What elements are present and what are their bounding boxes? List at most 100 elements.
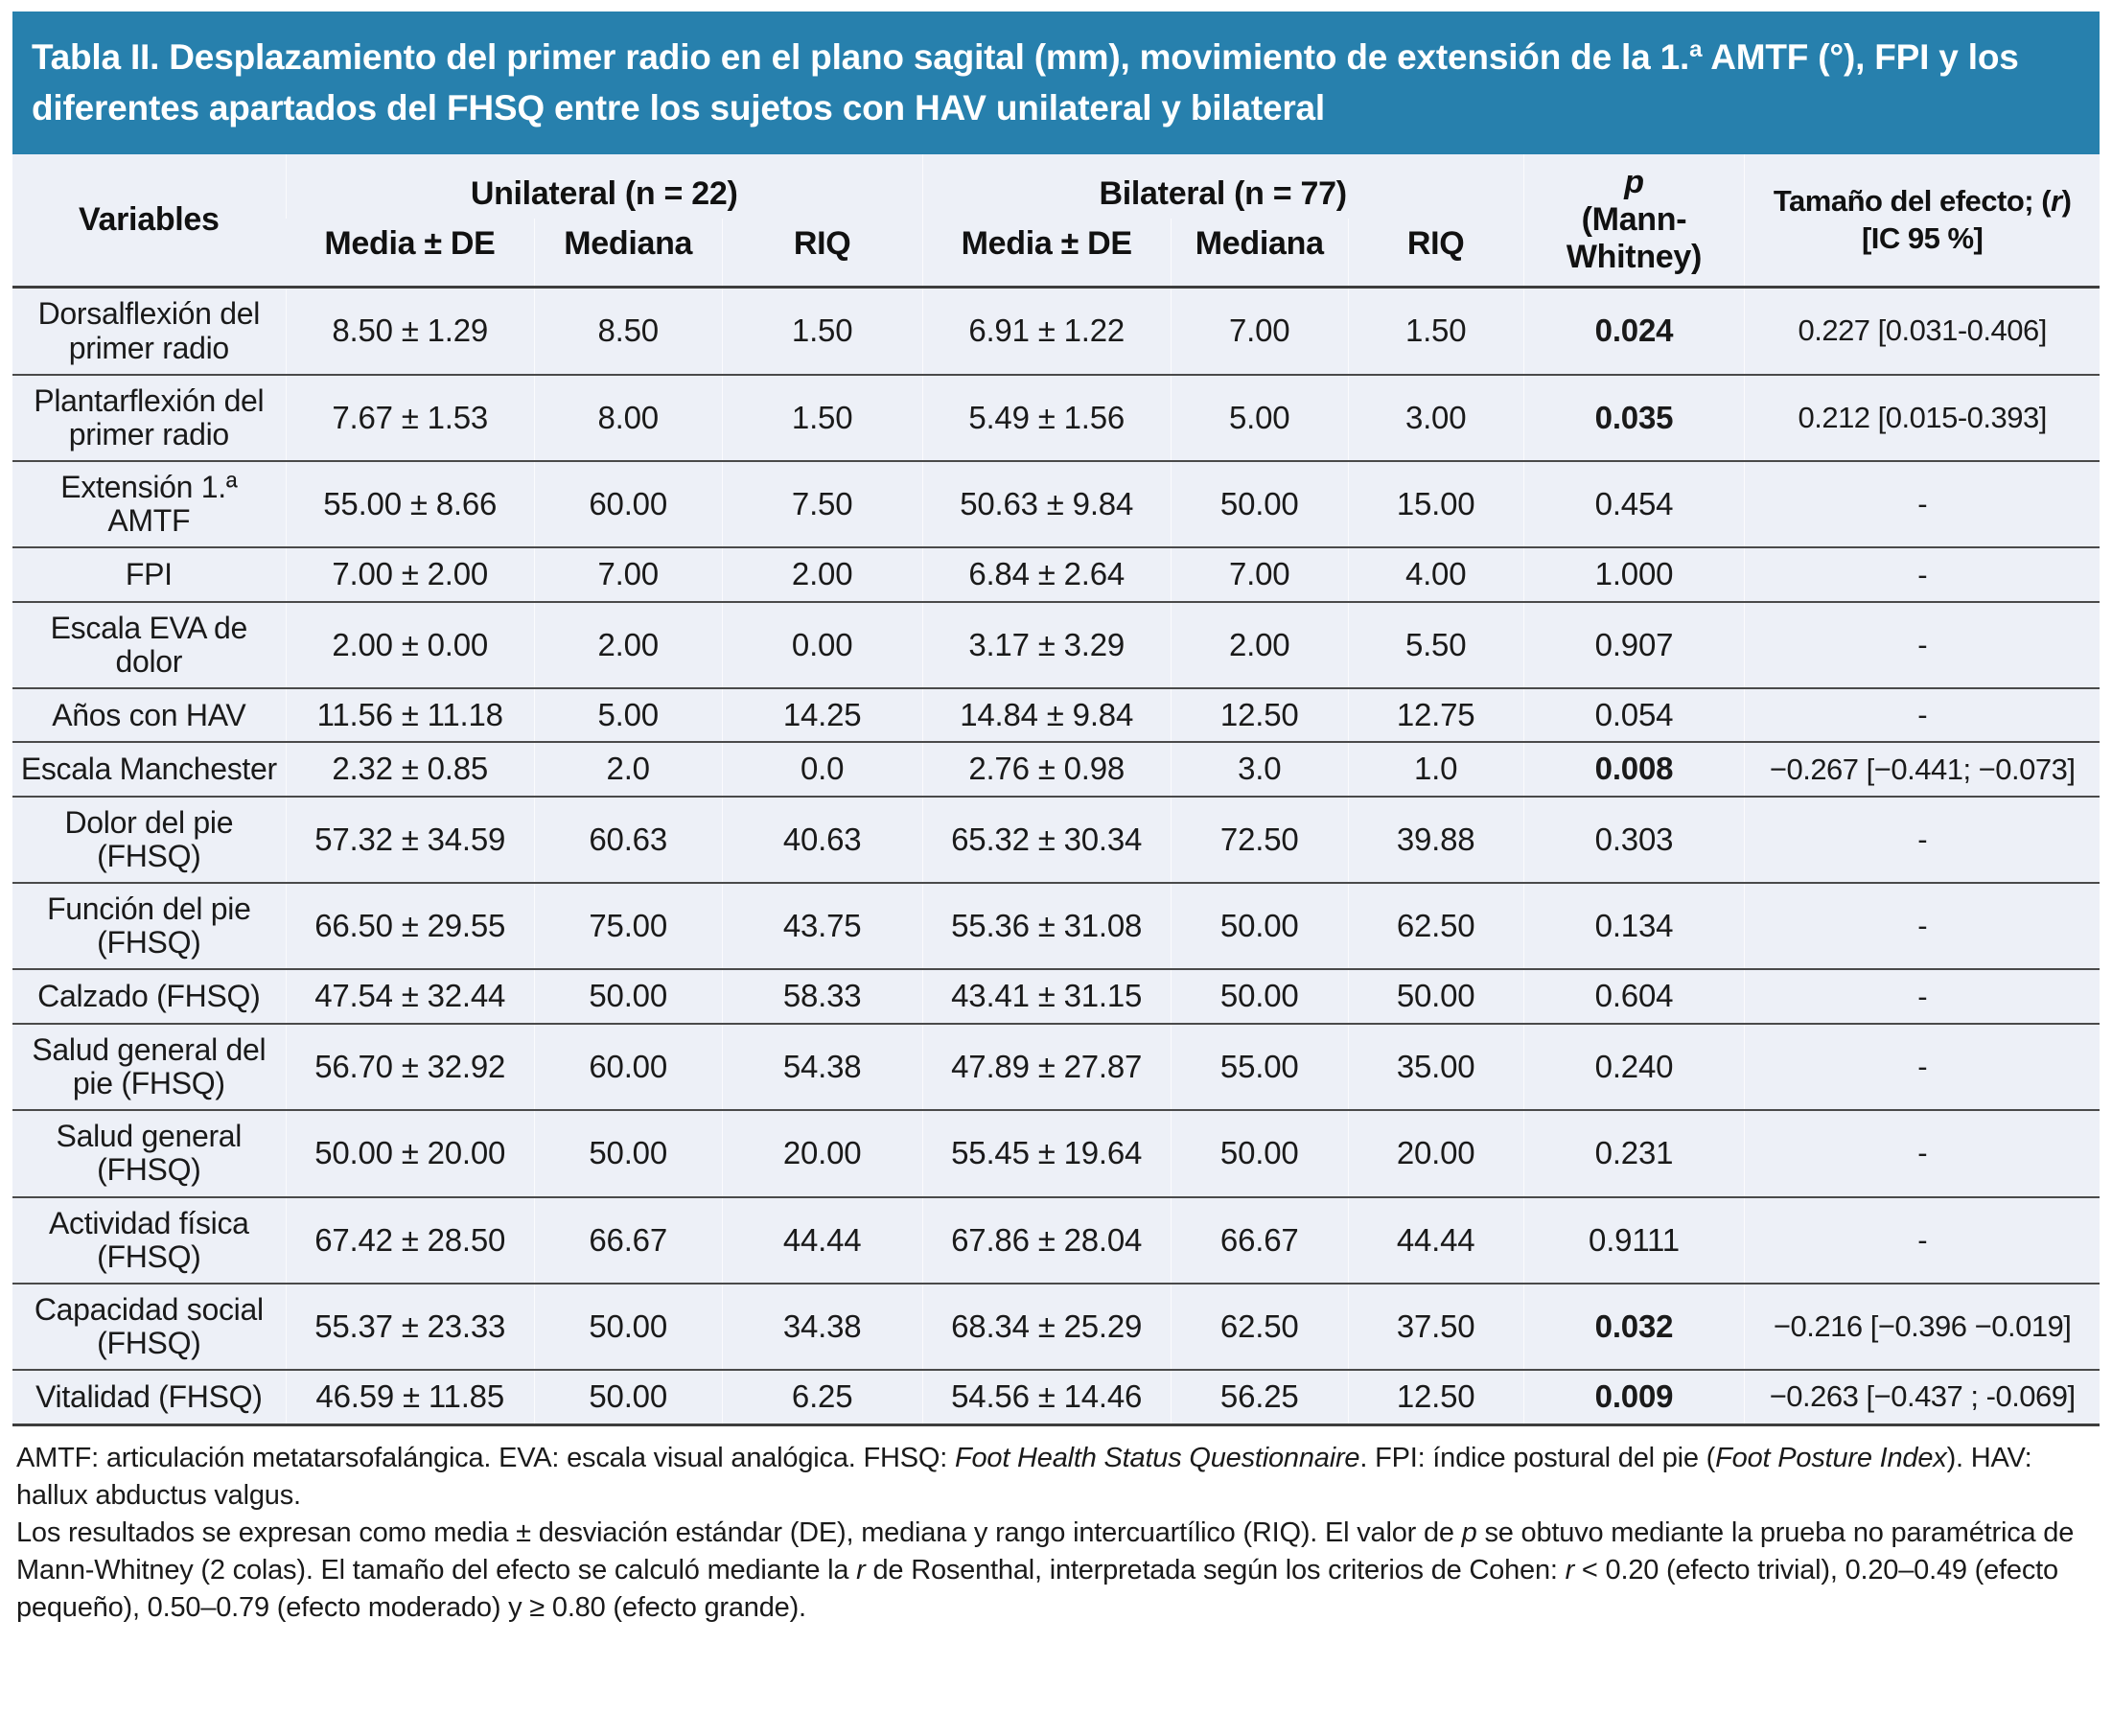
table-title: Tabla II. Desplazamiento del primer radi… <box>32 37 2019 127</box>
cell-bil-mediana: 2.00 <box>1170 600 1349 689</box>
cell-bil-mediana: 3.0 <box>1170 741 1349 797</box>
cell-bil-mediana: 50.00 <box>1170 968 1349 1024</box>
cell-bil-riq: 37.50 <box>1347 1282 1524 1371</box>
cell-effect-size: - <box>1744 600 2100 689</box>
row-label: Escala Manchester <box>12 741 287 797</box>
cell-uni-riq: 1.50 <box>721 373 923 462</box>
row-label: Capacidad social (FHSQ) <box>12 1282 287 1371</box>
cell-bil-riq: 1.0 <box>1347 741 1524 797</box>
cell-effect-size: - <box>1744 968 2100 1024</box>
cell-uni-riq: 0.0 <box>721 741 923 797</box>
cell-bil-media-de: 6.84 ± 2.64 <box>921 546 1172 602</box>
cell-uni-media-de: 2.32 ± 0.85 <box>285 741 535 797</box>
cell-effect-size: - <box>1744 1195 2100 1284</box>
p-test-name: (Mann-Whitney) <box>1566 201 1703 276</box>
cell-bil-media-de: 2.76 ± 0.98 <box>921 741 1172 797</box>
cell-uni-riq: 7.50 <box>721 460 923 548</box>
cell-uni-media-de: 55.00 ± 8.66 <box>285 460 535 548</box>
cell-p-value: 0.303 <box>1522 795 1745 884</box>
cell-bil-mediana: 50.00 <box>1170 1109 1349 1197</box>
cell-p-value: 0.032 <box>1522 1282 1745 1371</box>
table-footnotes: AMTF: articulación metatarsofalángica. E… <box>12 1426 2100 1628</box>
cell-uni-media-de: 7.00 ± 2.00 <box>285 546 535 602</box>
cell-bil-media-de: 3.17 ± 3.29 <box>921 600 1172 689</box>
row-label: FPI <box>12 546 287 602</box>
table-row: Años con HAV 11.56 ± 11.18 5.00 14.25 14… <box>12 687 2100 743</box>
row-label: Función del pie (FHSQ) <box>12 882 287 970</box>
row-label: Calzado (FHSQ) <box>12 968 287 1024</box>
table-row: Función del pie (FHSQ) 66.50 ± 29.55 75.… <box>12 882 2100 970</box>
cell-bil-riq: 39.88 <box>1347 795 1524 884</box>
cell-uni-mediana: 7.00 <box>533 546 723 602</box>
cell-uni-mediana: 5.00 <box>533 687 723 743</box>
table-row: Dolor del pie (FHSQ) 57.32 ± 34.59 60.63… <box>12 795 2100 884</box>
cell-p-value: 0.9111 <box>1522 1195 1745 1284</box>
cell-uni-riq: 14.25 <box>721 687 923 743</box>
effect-size-label: Tamaño del efecto; (r) <box>1773 183 2072 218</box>
cell-bil-mediana: 56.25 <box>1170 1369 1349 1425</box>
cell-uni-mediana: 50.00 <box>533 1282 723 1371</box>
cell-bil-media-de: 43.41 ± 31.15 <box>921 968 1172 1024</box>
col-header-uni-riq: RIQ <box>721 218 923 288</box>
cell-effect-size: 0.212 [0.015-0.393] <box>1744 373 2100 462</box>
cell-effect-size: - <box>1744 1109 2100 1197</box>
row-label: Extensión 1.ª AMTF <box>12 460 287 548</box>
cell-uni-riq: 2.00 <box>721 546 923 602</box>
cell-uni-media-de: 8.50 ± 1.29 <box>285 286 535 375</box>
row-label: Dolor del pie (FHSQ) <box>12 795 287 884</box>
cell-bil-media-de: 55.45 ± 19.64 <box>921 1109 1172 1197</box>
cell-uni-media-de: 46.59 ± 11.85 <box>285 1369 535 1425</box>
cell-bil-riq: 12.75 <box>1347 687 1524 743</box>
table-row: Escala EVA de dolor 2.00 ± 0.00 2.00 0.0… <box>12 600 2100 689</box>
cell-uni-media-de: 66.50 ± 29.55 <box>285 882 535 970</box>
cell-bil-riq: 35.00 <box>1347 1022 1524 1111</box>
cell-bil-riq: 15.00 <box>1347 460 1524 548</box>
table-row: Extensión 1.ª AMTF 55.00 ± 8.66 60.00 7.… <box>12 460 2100 548</box>
row-label: Salud general del pie (FHSQ) <box>12 1022 287 1111</box>
cell-p-value: 0.604 <box>1522 968 1745 1024</box>
cell-bil-mediana: 66.67 <box>1170 1195 1349 1284</box>
cell-bil-riq: 62.50 <box>1347 882 1524 970</box>
cell-uni-mediana: 50.00 <box>533 1109 723 1197</box>
cell-bil-media-de: 47.89 ± 27.87 <box>921 1022 1172 1111</box>
cell-bil-mediana: 5.00 <box>1170 373 1349 462</box>
table-row: Vitalidad (FHSQ) 46.59 ± 11.85 50.00 6.2… <box>12 1369 2100 1425</box>
table-row: Calzado (FHSQ) 47.54 ± 32.44 50.00 58.33… <box>12 968 2100 1024</box>
cell-effect-size: - <box>1744 1022 2100 1111</box>
footnote-paragraph: Los resultados se expresan como media ± … <box>16 1516 2075 1624</box>
row-label: Escala EVA de dolor <box>12 600 287 689</box>
col-header-bil-riq: RIQ <box>1347 218 1524 288</box>
table-row: FPI 7.00 ± 2.00 7.00 2.00 6.84 ± 2.64 7.… <box>12 546 2100 602</box>
cell-uni-riq: 1.50 <box>721 286 923 375</box>
row-label: Dorsalflexión del primer radio <box>12 286 287 375</box>
cell-bil-mediana: 62.50 <box>1170 1282 1349 1371</box>
cell-p-value: 0.054 <box>1522 687 1745 743</box>
cell-uni-mediana: 50.00 <box>533 968 723 1024</box>
cell-effect-size: - <box>1744 546 2100 602</box>
table-title-band: Tabla II. Desplazamiento del primer radi… <box>12 12 2100 155</box>
col-group-unilateral: Unilateral (n = 22) <box>285 154 923 219</box>
cell-p-value: 1.000 <box>1522 546 1745 602</box>
cell-effect-size: −0.216 [−0.396 −0.019] <box>1744 1282 2100 1371</box>
cell-uni-mediana: 75.00 <box>533 882 723 970</box>
cell-bil-riq: 4.00 <box>1347 546 1524 602</box>
col-group-bilateral: Bilateral (n = 77) <box>921 154 1524 219</box>
cell-bil-riq: 3.00 <box>1347 373 1524 462</box>
table-row: Salud general del pie (FHSQ) 56.70 ± 32.… <box>12 1022 2100 1111</box>
cell-p-value: 0.035 <box>1522 373 1745 462</box>
footnote-paragraph: AMTF: articulación metatarsofalángica. E… <box>16 1442 2032 1511</box>
cell-effect-size: - <box>1744 687 2100 743</box>
row-label: Actividad física (FHSQ) <box>12 1195 287 1284</box>
cell-uni-riq: 6.25 <box>721 1369 923 1425</box>
cell-uni-mediana: 8.00 <box>533 373 723 462</box>
cell-bil-riq: 1.50 <box>1347 286 1524 375</box>
cell-effect-size: −0.263 [−0.437 ; -0.069] <box>1744 1369 2100 1425</box>
cell-bil-media-de: 55.36 ± 31.08 <box>921 882 1172 970</box>
cell-uni-mediana: 50.00 <box>533 1369 723 1425</box>
table-row: Dorsalflexión del primer radio 8.50 ± 1.… <box>12 286 2100 375</box>
p-symbol: p <box>1624 164 1644 201</box>
cell-p-value: 0.009 <box>1522 1369 1745 1425</box>
cell-bil-media-de: 6.91 ± 1.22 <box>921 286 1172 375</box>
row-label: Salud general (FHSQ) <box>12 1109 287 1197</box>
header-row-stats: Media ± DE Mediana RIQ Media ± DE Median… <box>12 218 2100 288</box>
